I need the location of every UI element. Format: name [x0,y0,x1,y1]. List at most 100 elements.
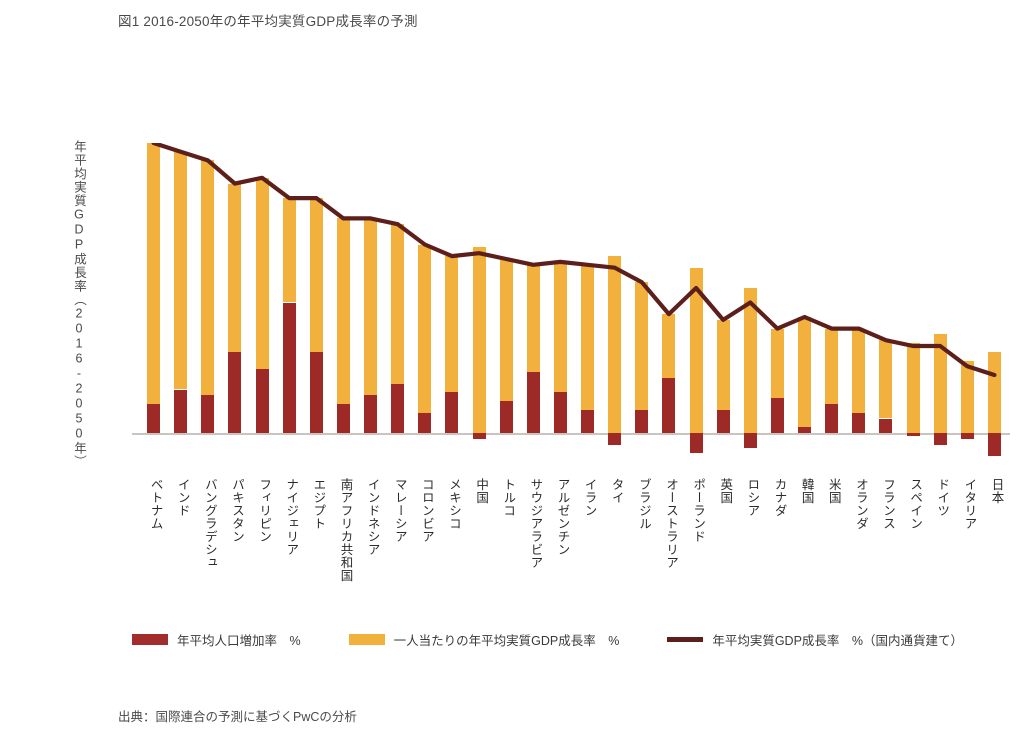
bar-column [960,143,974,491]
bar-segment-gdp-per-capita [201,160,215,396]
x-axis-label: バングラデシュ [202,478,217,569]
bar-segment-gdp-per-capita [960,360,974,433]
source-note: 出典：国際連合の予測に基づくPwCの分析 [118,710,357,724]
bar-segment-gdp-per-capita [987,351,1001,433]
bar-segment-population [608,433,622,445]
bar-column [608,143,622,491]
bar-segment-gdp-per-capita [798,317,812,428]
bar-segment-population [418,412,432,433]
bar-column [418,143,432,491]
bar-column [526,143,540,491]
bar-column [499,143,513,491]
bar-column [445,143,459,491]
bar-column [255,143,269,491]
x-axis-label: 韓国 [799,478,814,504]
x-axis-label: フィリピン [257,478,272,543]
bar-segment-population [852,412,866,433]
bar-segment-population [689,433,703,454]
x-axis-label: イタリア [962,478,977,530]
bar-segment-population [445,392,459,433]
bar-column [635,143,649,491]
bar-column [933,143,947,491]
bar-column [336,143,350,491]
bar-column [743,143,757,491]
bar-segment-gdp-per-capita [499,259,513,402]
y-axis-title: 年平均実質GDP成長率（2016-2050年） [72,140,86,469]
bar-segment-gdp-per-capita [689,267,703,433]
bar-segment-population [174,389,188,433]
bar-segment-gdp-per-capita [526,264,540,373]
bar-segment-population [255,369,269,433]
x-axis-label: ブラジル [636,478,651,530]
bar-segment-gdp-per-capita [445,256,459,393]
x-axis-label: ドイツ [935,478,950,517]
bar-column [689,143,703,491]
bar-segment-gdp-per-capita [662,314,676,378]
bar-segment-population [662,377,676,433]
zero-baseline [132,433,1010,435]
bar-column [906,143,920,491]
legend-item[interactable]: 一人当たりの年平均実質GDP成長率 % [348,630,620,649]
x-axis-labels: ベトナム インド バングラデシュ パキスタン フィリピン ナイジェリア エジプト 南アフリカ共… [140,478,1020,628]
x-axis-label: カナダ [772,478,787,517]
bar-column [201,143,215,491]
bar-series-layer [140,143,1008,491]
legend-item[interactable]: 年平均人口増加率 % [132,630,301,649]
bar-column [282,143,296,491]
bar-segment-population [987,433,1001,457]
bar-segment-population [825,404,839,433]
page-title: 図1 2016-2050年の年平均実質GDP成長率の予測 [118,14,418,29]
chart-legend: 年平均人口増加率 % 一人当たりの年平均実質GDP成長率 % 年平均実質GDP成長率… [132,630,963,649]
bar-segment-population [906,433,920,436]
x-axis-label: アルゼンチン [555,478,570,556]
x-axis-label: サウジアラビア [528,478,543,569]
bar-segment-gdp-per-capita [581,264,595,410]
legend-item[interactable]: 年平均実質GDP成長率 %（国内通貨建て） [667,630,963,649]
bar-segment-gdp-per-capita [743,288,757,433]
x-axis-label: フランス [880,478,895,530]
x-axis-label: ポーランド [691,478,706,543]
bar-column [770,143,784,491]
bar-segment-population [526,372,540,433]
bar-segment-gdp-per-capita [716,319,730,410]
x-axis-label: エジプト [311,478,326,530]
x-axis-label: イラン [582,478,597,517]
x-axis-label: メキシコ [446,478,461,530]
bar-column [391,143,405,491]
x-axis-label: パキスタン [229,478,244,543]
plot-area: 6%5%4%3%2%1%0%−1% [132,143,1010,491]
bar-column [581,143,595,491]
x-axis-label: マレーシア [392,478,407,543]
bar-segment-population [770,398,784,433]
bar-column [309,143,323,491]
bar-segment-gdp-per-capita [635,282,649,410]
bar-segment-gdp-per-capita [255,177,269,370]
bar-segment-gdp-per-capita [852,328,866,413]
x-axis-label: 中国 [474,478,489,504]
bar-segment-population [499,401,513,433]
x-axis-label: 日本 [989,478,1004,504]
legend-label: 一人当たりの年平均実質GDP成長率 % [393,634,620,648]
bar-column [364,143,378,491]
bar-column [716,143,730,491]
x-axis-label: インド [175,478,190,517]
bar-segment-gdp-per-capita [906,343,920,433]
x-axis-label: 南アフリカ共和国 [338,478,353,582]
x-axis-label: トルコ [501,478,516,517]
bar-segment-gdp-per-capita [282,198,296,303]
bar-segment-population [282,302,296,433]
x-axis-label: オランダ [853,478,868,530]
legend-line-swatch [667,637,704,642]
bar-segment-population [228,351,242,433]
bar-column [147,143,161,491]
bar-segment-population [336,404,350,433]
bar-segment-gdp-per-capita [309,198,323,352]
bar-segment-gdp-per-capita [418,244,432,413]
x-axis-label: オーストラリア [663,478,678,569]
bar-segment-gdp-per-capita [825,328,839,404]
bar-column [879,143,893,491]
bar-column [825,143,839,491]
bar-segment-population [879,418,893,433]
legend-color-swatch [132,634,168,645]
